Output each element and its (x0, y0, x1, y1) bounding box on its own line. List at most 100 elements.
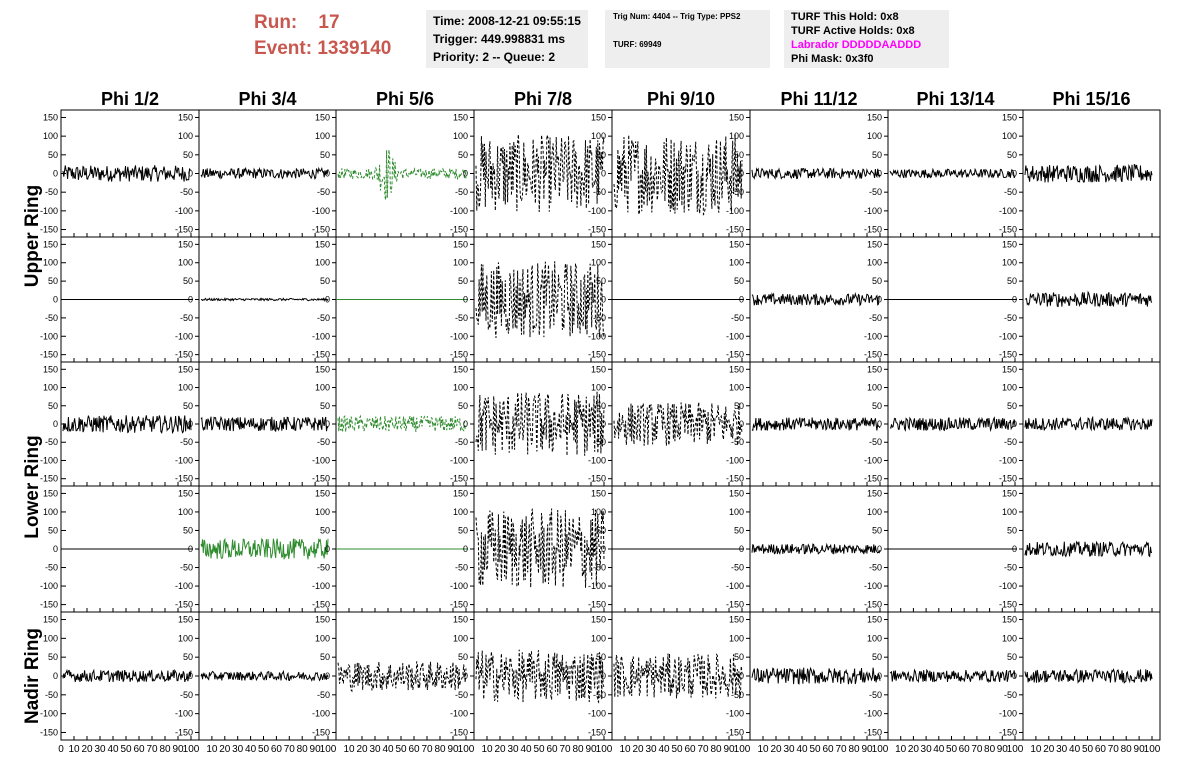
y-tick-label: 0 (877, 295, 882, 305)
y-tick-label: -150 (312, 474, 330, 484)
y-tick-label: -50 (317, 690, 330, 700)
x-tick-label: 90 (310, 744, 322, 755)
y-tick-label: 50 (596, 150, 606, 160)
x-tick-label: 40 (107, 744, 119, 755)
y-tick-label: 50 (183, 652, 193, 662)
y-tick-label: 100 (315, 633, 330, 643)
y-tick-label: 50 (48, 276, 58, 286)
x-tick-label: 40 (1069, 744, 1081, 755)
waveform-trace (200, 297, 329, 302)
y-tick-label: -50 (180, 563, 193, 573)
y-tick-label: 50 (183, 401, 193, 411)
column-title: Phi 7/8 (514, 89, 572, 109)
y-tick-label: 100 (1002, 131, 1017, 141)
waveform-trace (1024, 415, 1153, 432)
x-tick-label: 60 (684, 744, 696, 755)
y-tick-label: -100 (312, 331, 330, 341)
y-tick-label: 50 (596, 401, 606, 411)
y-tick-label: -50 (455, 437, 468, 447)
x-tick-label: 10 (619, 744, 631, 755)
y-tick-label: 50 (48, 401, 58, 411)
x-tick-label: 40 (382, 744, 394, 755)
y-tick-label: 50 (596, 652, 606, 662)
y-tick-label: -50 (455, 313, 468, 323)
y-tick-label: -50 (1004, 690, 1017, 700)
y-tick-label: -50 (731, 187, 744, 197)
waveform-trace (475, 649, 605, 704)
y-tick-label: -100 (999, 455, 1017, 465)
y-tick-label: -100 (588, 709, 606, 719)
row-title: Upper Ring (22, 185, 43, 287)
y-tick-label: -150 (450, 350, 468, 360)
y-tick-label: 0 (877, 544, 882, 554)
turf-active-holds-text: TURF Active Holds: 0x8 (791, 25, 915, 37)
y-tick-label: 150 (729, 615, 744, 625)
y-tick-label: 100 (729, 131, 744, 141)
x-tick-label: 80 (572, 744, 584, 755)
waveform-trace (889, 668, 1016, 684)
y-tick-label: 50 (872, 401, 882, 411)
y-tick-label: 100 (453, 131, 468, 141)
y-tick-label: 0 (601, 671, 606, 681)
y-tick-label: -50 (1004, 313, 1017, 323)
x-tick-label: 90 (585, 744, 597, 755)
y-tick-label: 0 (188, 295, 193, 305)
x-tick-label: 60 (546, 744, 558, 755)
x-tick-label: 60 (822, 744, 834, 755)
y-tick-label: -150 (588, 727, 606, 737)
y-tick-label: -50 (317, 187, 330, 197)
y-tick-label: 100 (43, 383, 58, 393)
y-tick-label: -100 (999, 331, 1017, 341)
x-tick-label: 90 (997, 744, 1009, 755)
event-label: Event: (254, 38, 313, 59)
y-tick-label: 50 (320, 401, 330, 411)
y-tick-label: 50 (734, 525, 744, 535)
y-tick-label: 150 (178, 615, 193, 625)
y-tick-label: 50 (320, 652, 330, 662)
waveform-trace (475, 508, 605, 588)
x-tick-label: 40 (245, 744, 257, 755)
y-tick-label: -150 (175, 474, 193, 484)
y-tick-label: 100 (43, 507, 58, 517)
waveform-trace (200, 166, 329, 180)
y-tick-label: 0 (1012, 169, 1017, 179)
x-tick-label: 100 (872, 744, 889, 755)
y-tick-label: -50 (593, 690, 606, 700)
y-tick-label: -100 (726, 709, 744, 719)
y-tick-label: -150 (726, 225, 744, 235)
y-tick-label: 150 (591, 488, 606, 498)
y-tick-label: -150 (588, 474, 606, 484)
y-tick-label: 150 (43, 112, 58, 122)
time-text: Time: 2008-12-21 09:55:15 (433, 14, 581, 28)
y-tick-label: 150 (178, 112, 193, 122)
y-tick-label: -150 (864, 727, 882, 737)
y-tick-label: -150 (726, 350, 744, 360)
y-tick-label: 150 (453, 112, 468, 122)
y-tick-label: -150 (450, 727, 468, 737)
y-tick-label: 50 (734, 150, 744, 160)
y-tick-label: -100 (726, 581, 744, 591)
x-tick-label: 20 (356, 744, 368, 755)
waveform-trace (62, 165, 192, 182)
y-tick-label: -50 (45, 187, 58, 197)
y-tick-label: 100 (315, 507, 330, 517)
x-tick-label: 90 (1134, 744, 1146, 755)
y-tick-label: -50 (45, 690, 58, 700)
y-tick-label: 100 (453, 507, 468, 517)
run-value: 17 (318, 12, 340, 33)
y-tick-label: 0 (877, 671, 882, 681)
y-tick-label: 100 (591, 507, 606, 517)
y-tick-label: -150 (312, 225, 330, 235)
row-title: Lower Ring (22, 435, 43, 538)
y-tick-label: -50 (317, 313, 330, 323)
waveform-trace (200, 537, 329, 560)
y-tick-label: 100 (729, 507, 744, 517)
x-tick-label: 50 (533, 744, 545, 755)
x-tick-label: 80 (848, 744, 860, 755)
y-tick-label: -100 (40, 709, 58, 719)
y-tick-label: -50 (731, 690, 744, 700)
y-tick-label: 100 (1002, 383, 1017, 393)
y-tick-label: -100 (588, 581, 606, 591)
y-tick-label: 150 (453, 615, 468, 625)
